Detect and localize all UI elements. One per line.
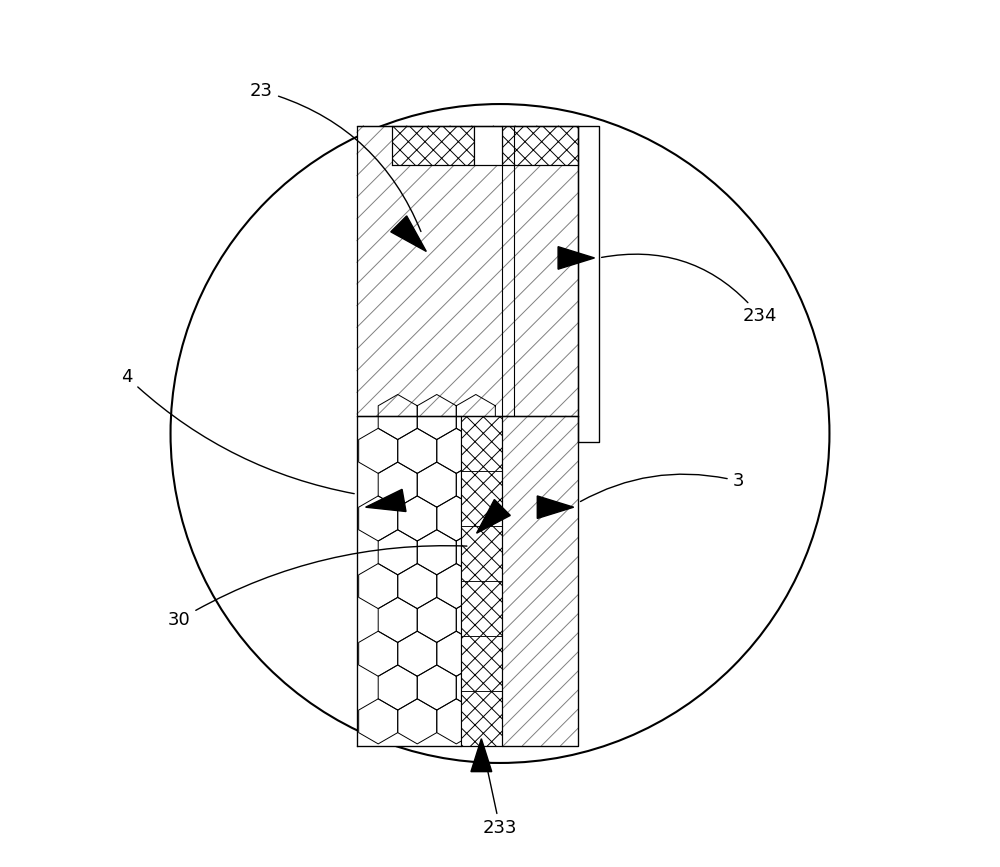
Bar: [474, 126, 502, 165]
Bar: [502, 416, 578, 746]
Bar: [392, 126, 474, 165]
Text: 30: 30: [168, 545, 467, 629]
Bar: [357, 126, 578, 746]
Polygon shape: [366, 489, 406, 512]
Bar: [357, 416, 461, 746]
Polygon shape: [558, 247, 595, 270]
Bar: [461, 581, 502, 636]
Bar: [461, 636, 502, 691]
Polygon shape: [537, 496, 574, 518]
Polygon shape: [471, 739, 492, 772]
Bar: [580, 127, 597, 440]
Bar: [461, 416, 502, 471]
Bar: [578, 126, 599, 442]
Text: 233: 233: [482, 744, 517, 837]
Bar: [502, 416, 578, 746]
Bar: [578, 126, 599, 442]
Text: 3: 3: [580, 473, 744, 501]
Bar: [461, 471, 502, 526]
Bar: [461, 526, 502, 581]
Bar: [461, 691, 502, 746]
Text: 4: 4: [121, 368, 354, 493]
Bar: [357, 126, 578, 416]
Text: 23: 23: [250, 82, 421, 231]
Polygon shape: [391, 216, 426, 251]
Text: 234: 234: [602, 254, 777, 325]
Polygon shape: [477, 499, 510, 533]
Bar: [502, 126, 578, 165]
